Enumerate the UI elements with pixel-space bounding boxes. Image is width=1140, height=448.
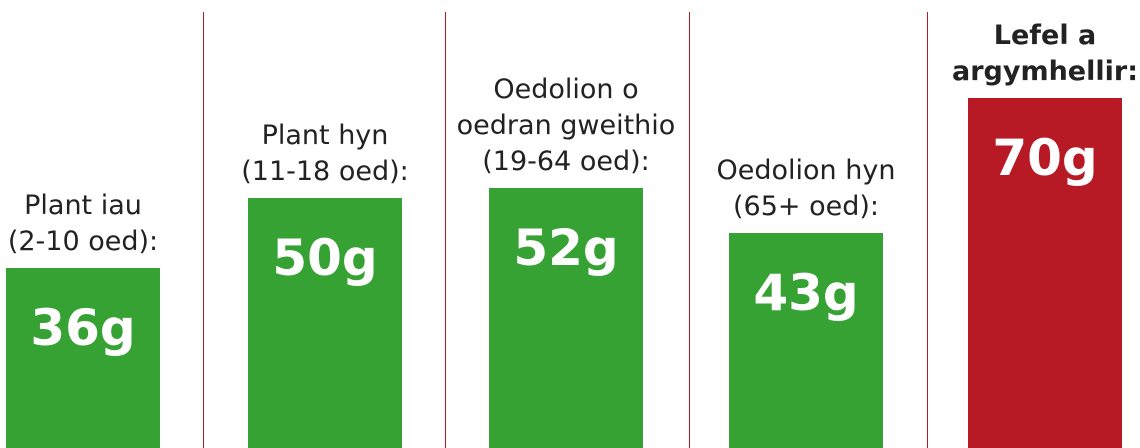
- divider: [203, 12, 204, 448]
- value-label: 36g: [30, 299, 136, 357]
- category-line: Lefel a: [993, 20, 1097, 51]
- value-label: 70g: [992, 129, 1098, 187]
- divider: [445, 12, 446, 448]
- category-label: Oedolion o oedran gweithio (19-64 oed):: [446, 72, 686, 180]
- category-label: Lefel a argymhellir:: [925, 18, 1140, 90]
- bar: 52g: [489, 188, 643, 448]
- bar: 70g: [968, 98, 1122, 448]
- value-label: 52g: [513, 219, 619, 277]
- category-line: (19-64 oed):: [482, 146, 650, 177]
- category-line: Oedolion o: [493, 74, 639, 105]
- category-line: (11-18 oed):: [241, 156, 409, 187]
- category-label: Oedolion hyn (65+ oed):: [686, 153, 926, 225]
- category-label: Plant hyn (11-18 oed):: [205, 118, 445, 190]
- value-label: 43g: [753, 264, 859, 322]
- category-line: oedran gweithio: [456, 110, 676, 141]
- divider: [689, 12, 690, 448]
- category-line: Plant hyn: [261, 120, 389, 151]
- bar: 43g: [729, 233, 883, 448]
- divider: [927, 12, 928, 448]
- category-line: (2-10 oed):: [7, 226, 159, 257]
- category-label: Plant iau (2-10 oed):: [0, 188, 203, 260]
- bar: 50g: [248, 198, 402, 448]
- category-line: (65+ oed):: [733, 191, 879, 222]
- category-line: Oedolion hyn: [716, 155, 896, 186]
- category-line: Plant iau: [24, 190, 142, 221]
- bar: 36g: [6, 268, 160, 448]
- value-label: 50g: [272, 229, 378, 287]
- category-line: argymhellir:: [951, 56, 1138, 87]
